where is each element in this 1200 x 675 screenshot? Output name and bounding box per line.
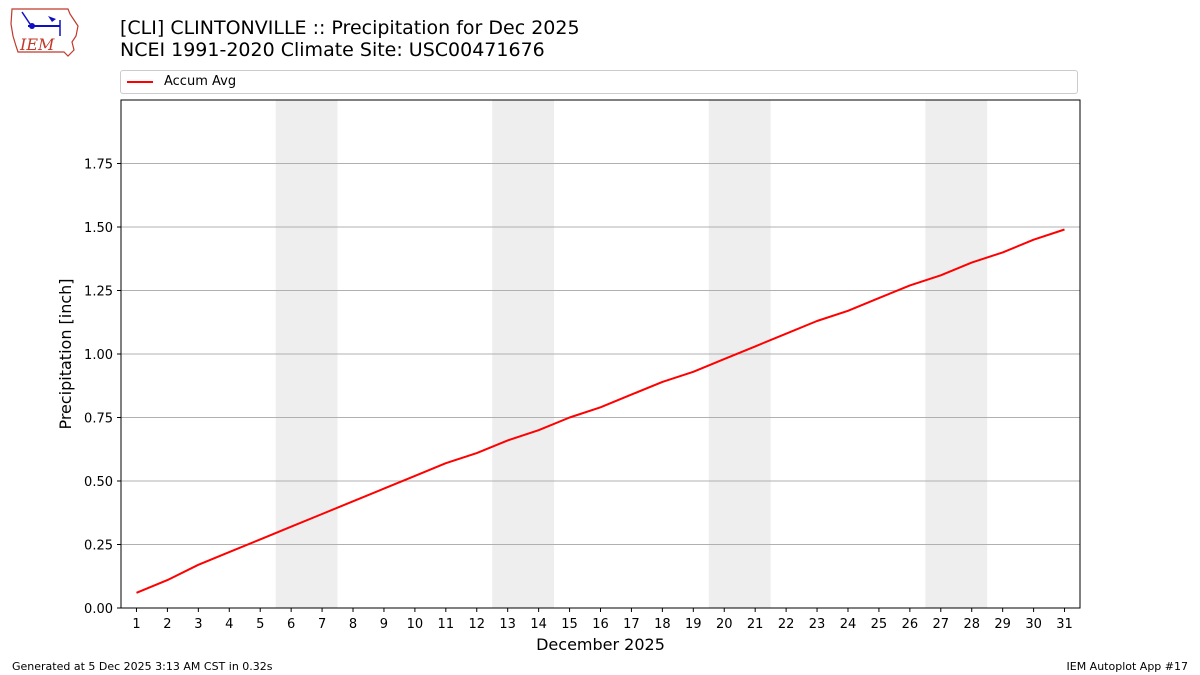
y-tick-label: 1.25 — [84, 285, 113, 300]
x-tick-label: 3 — [194, 617, 202, 632]
series-line-accum-avg — [136, 228, 1065, 594]
y-axis-label: Precipitation [inch] — [56, 278, 75, 429]
x-tick-label: 5 — [256, 617, 264, 632]
x-tick-label: 29 — [994, 617, 1011, 632]
legend-label: Accum Avg — [164, 74, 237, 89]
x-tick-label: 31 — [1056, 617, 1073, 632]
x-tick-label: 28 — [963, 617, 980, 632]
x-tick-label: 12 — [468, 617, 485, 632]
x-tick-label: 7 — [318, 617, 326, 632]
x-tick-label: 1 — [132, 617, 140, 632]
x-tick-label: 18 — [654, 617, 671, 632]
y-tick-label: 1.50 — [84, 221, 113, 236]
x-tick-label: 24 — [840, 617, 857, 632]
x-tick-label: 6 — [287, 617, 295, 632]
y-tick-label: 0.50 — [84, 475, 113, 490]
x-tick-label: 22 — [778, 617, 795, 632]
y-tick-label: 0.75 — [84, 412, 113, 427]
x-tick-label: 21 — [747, 617, 764, 632]
x-tick-label: 17 — [623, 617, 640, 632]
x-tick-label: 25 — [871, 617, 888, 632]
title-line-2: NCEI 1991-2020 Climate Site: USC00471676 — [120, 39, 545, 61]
plot-frame — [120, 99, 1081, 609]
x-tick-label: 2 — [163, 617, 171, 632]
footer-app: IEM Autoplot App #17 — [1066, 660, 1189, 673]
x-tick-label: 14 — [530, 617, 547, 632]
y-tick-label: 1.75 — [84, 158, 113, 173]
x-tick-label: 16 — [592, 617, 609, 632]
footer-generated: Generated at 5 Dec 2025 3:13 AM CST in 0… — [12, 660, 273, 673]
x-tick-label: 13 — [499, 617, 516, 632]
y-tick-label: 0.25 — [84, 539, 113, 554]
y-tick-label: 1.00 — [84, 348, 113, 363]
x-tick-label: 30 — [1025, 617, 1042, 632]
x-tick-label: 23 — [809, 617, 826, 632]
legend-swatch — [127, 81, 153, 83]
x-axis-label: December 2025 — [536, 635, 665, 654]
x-tick-label: 9 — [380, 617, 388, 632]
x-tick-label: 10 — [407, 617, 424, 632]
x-tick-label: 4 — [225, 617, 233, 632]
x-tick-label: 19 — [685, 617, 702, 632]
iem-logo-icon: IEM — [8, 6, 80, 60]
legend: Accum Avg — [120, 70, 1078, 94]
x-tick-label: 15 — [561, 617, 578, 632]
x-tick-label: 27 — [933, 617, 950, 632]
y-tick-label: 0.00 — [84, 602, 113, 617]
x-tick-label: 11 — [438, 617, 455, 632]
x-tick-label: 26 — [902, 617, 919, 632]
title-line-1: [CLI] CLINTONVILLE :: Precipitation for … — [120, 17, 580, 39]
x-tick-label: 8 — [349, 617, 357, 632]
chart-title: [CLI] CLINTONVILLE :: Precipitation for … — [120, 17, 580, 61]
x-tick-label: 20 — [716, 617, 733, 632]
logo-text: IEM — [19, 35, 55, 54]
